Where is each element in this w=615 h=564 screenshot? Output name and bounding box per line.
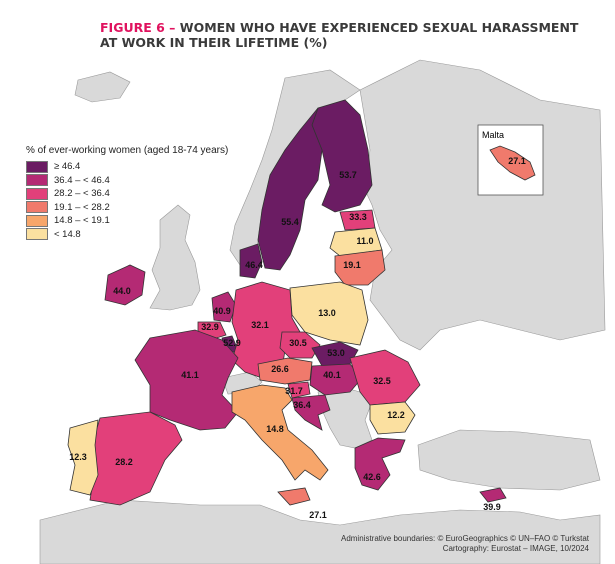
legend-title: % of ever-working women (aged 18-74 year… [26, 145, 229, 156]
figure-label: FIGURE 6 – [100, 20, 176, 35]
legend-label: ≥ 46.4 [54, 161, 81, 173]
region-tr [417, 429, 601, 491]
legend-swatch [26, 214, 48, 227]
region-gr [354, 437, 406, 491]
value-label-hu: 40.1 [323, 370, 341, 380]
value-label-at: 26.6 [271, 364, 289, 374]
region-hr [291, 394, 331, 431]
region-fr [134, 329, 239, 431]
value-label-be: 32.9 [201, 322, 219, 332]
legend-label: 19.1 – < 28.2 [54, 201, 110, 213]
value-label-lt: 19.1 [343, 260, 361, 270]
legend-label: 36.4 – < 46.4 [54, 174, 110, 186]
value-label-de: 32.1 [251, 320, 269, 330]
value-label-mt: 27.1 [508, 156, 526, 166]
region-mt [489, 145, 536, 181]
value-label-cz: 30.5 [289, 338, 307, 348]
value-label-pl: 13.0 [318, 308, 336, 318]
legend-item: 19.1 – < 28.2 [26, 201, 228, 215]
legend-item: 14.8 – < 19.1 [26, 214, 228, 228]
legend-swatch [26, 187, 48, 200]
region-africa [39, 499, 601, 564]
region-pl [289, 281, 369, 346]
malta-inset-title: Malta [482, 130, 504, 140]
value-label-fi: 53.7 [339, 170, 357, 180]
credits: Administrative boundaries: © EuroGeograp… [341, 534, 589, 554]
figure-title-text: WOMEN WHO HAVE EXPERIENCED SEXUAL HARASS… [100, 20, 579, 50]
legend-item: ≥ 46.4 [26, 160, 228, 174]
region-cz [279, 331, 321, 359]
value-label-it: 14.8 [266, 424, 284, 434]
value-label-lu: 52.9 [223, 338, 241, 348]
legend-item: < 14.8 [26, 228, 228, 242]
value-label-lv: 11.0 [356, 236, 373, 246]
region-it [231, 384, 329, 481]
legend-swatch [26, 174, 48, 187]
value-label-ee: 33.3 [349, 212, 367, 222]
legend: % of ever-working women (aged 18-74 year… [26, 145, 228, 241]
value-label-sk: 53.0 [327, 348, 345, 358]
value-label-es: 28.2 [115, 457, 133, 467]
value-label-ie: 44.0 [113, 286, 131, 296]
value-label-ro: 32.5 [373, 376, 391, 386]
legend-label: < 14.8 [54, 228, 81, 240]
legend-item: 28.2 – < 36.4 [26, 187, 228, 201]
region-dk [239, 243, 263, 279]
value-label-bg: 12.2 [387, 410, 405, 420]
legend-swatch [26, 201, 48, 214]
region-es [89, 411, 183, 506]
region-bg [369, 401, 416, 435]
legend-swatch [26, 228, 48, 241]
credits-cartography: Cartography: Eurostat – IMAGE, 10/2024 [442, 544, 589, 553]
value-label-nl: 40.9 [213, 306, 231, 316]
value-label-hr: 36.4 [293, 400, 311, 410]
region-is [74, 71, 131, 103]
region-se [257, 107, 323, 271]
region-at [257, 357, 313, 385]
value-label-cy: 39.9 [483, 502, 501, 512]
value-labels: 53.7 55.4 46.4 44.0 33.3 11.0 19.1 40.9 32.9 52.9… [69, 156, 526, 520]
region-lt [334, 249, 386, 286]
value-label-dk: 46.4 [245, 260, 263, 270]
legend-label: 14.8 – < 19.1 [54, 215, 110, 227]
value-label-gr: 42.6 [363, 472, 381, 482]
value-label-it-sicily: 27.1 [309, 510, 327, 520]
value-label-se: 55.4 [281, 217, 299, 227]
legend-label: 28.2 – < 36.4 [54, 188, 110, 200]
region-hu [309, 363, 363, 396]
value-label-pt: 12.3 [69, 452, 87, 462]
value-label-fr: 41.1 [181, 370, 199, 380]
region-ro [349, 349, 421, 406]
region-pt [67, 419, 99, 496]
legend-swatch [26, 160, 48, 173]
credits-boundaries: Administrative boundaries: © EuroGeograp… [340, 534, 589, 543]
region-cy [479, 487, 507, 503]
region-uk [149, 204, 201, 311]
region-si [287, 381, 311, 399]
region-it-sicily [277, 487, 311, 506]
region-east [359, 59, 606, 351]
region-ie [104, 264, 146, 306]
figure-title: FIGURE 6 – WOMEN WHO HAVE EXPERIENCED SE… [100, 20, 600, 50]
legend-item: 36.4 – < 46.4 [26, 174, 228, 188]
value-label-si: 31.7 [285, 386, 303, 396]
